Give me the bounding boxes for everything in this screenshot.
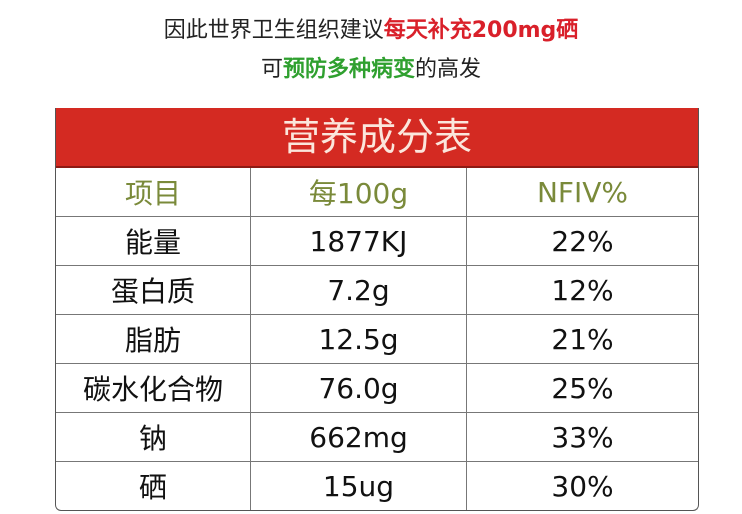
table-cell: 硒 — [138, 471, 167, 504]
table-row: 碳水化合物 76.0g 25% — [56, 363, 698, 412]
table-cell: 15ug — [250, 462, 466, 510]
table-cell: 22% — [466, 217, 698, 265]
intro-highlight-red: 每天补充200mg硒 — [383, 18, 579, 43]
table-cell: 脂肪 — [124, 324, 181, 357]
table-cell: 662mg — [250, 413, 466, 461]
table-cell: 76.0g — [250, 364, 466, 412]
intro-line-1: 因此世界卫生组织建议每天补充200mg硒 — [0, 12, 742, 44]
table-cell: 能量 — [124, 226, 181, 259]
table-row: 能量 1877KJ 22% — [56, 216, 698, 265]
header-cell: 项目 — [124, 177, 181, 210]
table-cell: 蛋白质 — [110, 275, 195, 308]
table-cell: 碳水化合物 — [82, 373, 223, 406]
table-cell: 7.2g — [250, 266, 466, 314]
table-title: 营养成分表 — [56, 108, 698, 168]
intro-text: 因此世界卫生组织建议 — [163, 18, 384, 43]
intro-line-2: 可预防多种病变的高发 — [0, 51, 742, 83]
table-cell: 33% — [466, 413, 698, 461]
table-row: 脂肪 12.5g 21% — [56, 314, 698, 363]
nutrition-table: 营养成分表 项目 每100g NFIV% 能量 1877KJ 22% 蛋白质 7.2g 1… — [55, 108, 699, 511]
table-cell: 1877KJ — [250, 217, 466, 265]
table-cell: 12.5g — [250, 315, 466, 363]
table-cell: 21% — [466, 315, 698, 363]
table-cell: 25% — [466, 364, 698, 412]
table-row: 蛋白质 7.2g 12% — [56, 265, 698, 314]
intro-text: 的高发 — [415, 57, 482, 82]
header-cell: 每100g — [250, 168, 466, 216]
header-cell: NFIV% — [466, 168, 698, 216]
table-header-row: 项目 每100g NFIV% — [56, 168, 698, 216]
intro-text: 可 — [260, 57, 283, 82]
table-cell: 钠 — [138, 422, 167, 455]
table-cell: 12% — [466, 266, 698, 314]
intro-highlight-green: 预防多种病变 — [282, 57, 415, 82]
table-row: 钠 662mg 33% — [56, 412, 698, 461]
table-cell: 30% — [466, 462, 698, 510]
table-row: 硒 15ug 30% — [56, 461, 698, 510]
